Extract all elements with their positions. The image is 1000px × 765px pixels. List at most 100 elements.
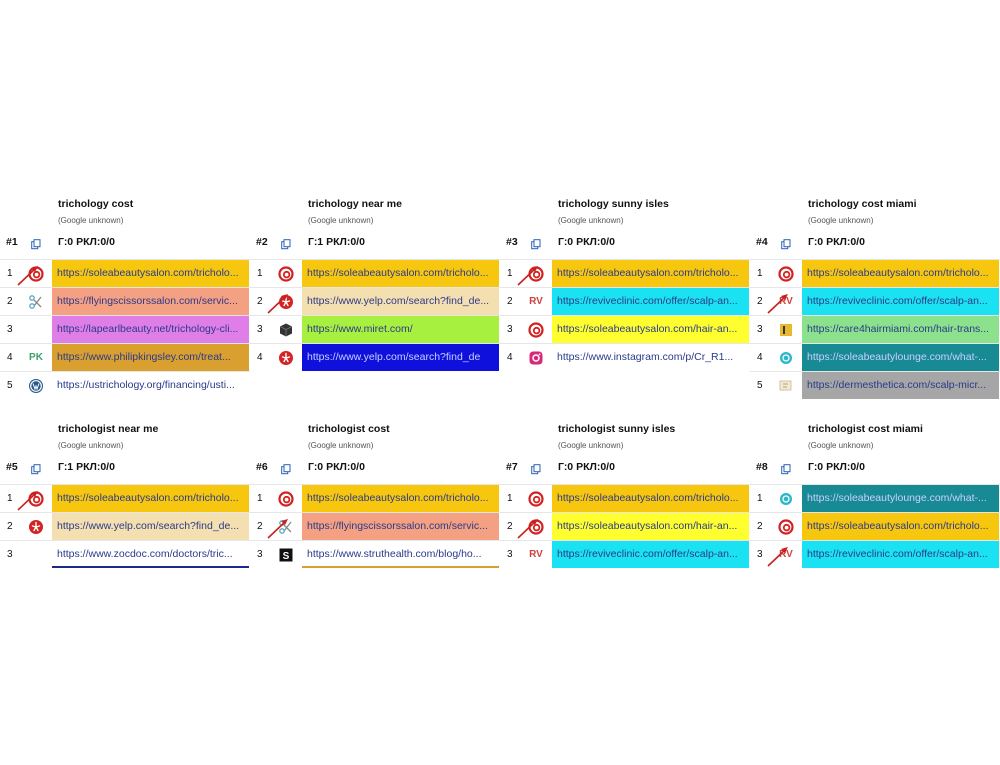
red-swirl-icon (778, 266, 794, 282)
keyword-block: trichologist cost (Google unknown) #6 Г:0 Р… (250, 423, 500, 603)
keyword-title: trichology cost miami (808, 198, 917, 210)
copy-icon[interactable] (281, 462, 291, 475)
block-stats: Г:0 РКЛ:0/0 (58, 236, 115, 248)
result-row: 1 https://soleabeautysalon.com/tricholo..… (750, 259, 1000, 288)
block-stats: Г:0 РКЛ:0/0 (808, 236, 865, 248)
copy-icon[interactable] (531, 237, 541, 250)
result-row: 3 RV https://reviveclinic.com/offer/scalp-… (500, 540, 750, 569)
result-url-link[interactable]: https://www.struthealth.com/blog/ho... (302, 541, 499, 568)
yelp-icon (278, 350, 294, 366)
rank-position: 2 (757, 521, 763, 532)
result-url-link[interactable]: https://soleabeautysalon.com/tricholo... (802, 513, 999, 540)
red-swirl-icon (28, 491, 44, 507)
block-stats: Г:1 РКЛ:0/0 (58, 461, 115, 473)
rank-position: 2 (7, 296, 13, 307)
result-url-link[interactable]: https://reviveclinic.com/offer/scalp-an.… (802, 541, 999, 568)
copy-icon[interactable] (31, 237, 41, 250)
keyword-title: trichologist near me (58, 423, 159, 435)
result-row: 4 https://www.yelp.com/search?find_de (250, 343, 500, 372)
result-row: 4 https://soleabeautylounge.com/what-... (750, 343, 1000, 372)
result-url-link[interactable]: https://ustrichology.org/financing/usti.… (52, 372, 249, 399)
block-number: #6 (256, 461, 268, 473)
rank-position: 4 (507, 352, 513, 363)
rank-position: 5 (757, 380, 763, 391)
result-url-link[interactable]: https://www.instagram.com/p/Cr_R1... (552, 344, 749, 371)
result-url-link[interactable]: https://soleabeautysalon.com/hair-an... (552, 513, 749, 540)
rank-position: 2 (507, 521, 513, 532)
result-url-link[interactable]: https://soleabeautysalon.com/tricholo... (302, 485, 499, 512)
rank-position: 3 (757, 324, 763, 335)
result-url-link[interactable]: https://reviveclinic.com/offer/scalp-an.… (552, 541, 749, 568)
block-header: #4 Г:0 РКЛ:0/0 (750, 236, 1000, 254)
block-header: #6 Г:0 РКЛ:0/0 (250, 461, 500, 479)
result-url-link[interactable]: https://soleabeautysalon.com/tricholo... (302, 260, 499, 287)
result-url-link[interactable]: https://www.philipkingsley.com/treat... (52, 344, 249, 371)
rank-position: 3 (257, 324, 263, 335)
keyword-block: trichology cost miami (Google unknown) #4 Г… (750, 198, 1000, 399)
keyword-block: trichologist sunny isles (Google unknown)… (500, 423, 750, 603)
result-url-link[interactable]: https://soleabeautysalon.com/tricholo... (552, 260, 749, 287)
result-row: 1 https://soleabeautysalon.com/tricholo..… (0, 484, 250, 513)
block-stats: Г:0 РКЛ:0/0 (808, 461, 865, 473)
result-url-link[interactable]: https://www.yelp.com/search?find_de... (302, 288, 499, 315)
result-row: 3 https://lapearlbeauty.net/trichology-cl… (0, 315, 250, 344)
engine-label: (Google unknown) (58, 441, 124, 450)
result-url-link[interactable]: https://www.zocdoc.com/doctors/tric... (52, 541, 249, 568)
copy-icon[interactable] (781, 462, 791, 475)
result-url-link[interactable]: https://soleabeautysalon.com/tricholo... (52, 260, 249, 287)
result-row: 3 RV https://reviveclinic.com/offer/scalp-… (750, 540, 1000, 569)
rank-position: 4 (7, 352, 13, 363)
red-swirl-icon (778, 519, 794, 535)
rank-position: 1 (507, 268, 513, 279)
block-header: #1 Г:0 РКЛ:0/0 (0, 236, 250, 254)
result-url-link[interactable]: https://soleabeautysalon.com/tricholo... (52, 485, 249, 512)
keyword-title: trichology cost (58, 198, 134, 210)
engine-label: (Google unknown) (808, 441, 874, 450)
result-url-link[interactable]: https://www.yelp.com/search?find_de... (52, 513, 249, 540)
result-row: 1 https://soleabeautysalon.com/tricholo..… (500, 259, 750, 288)
result-row: 4 PK https://www.philipkingsley.com/treat.… (0, 343, 250, 372)
result-url-link[interactable]: https://reviveclinic.com/offer/scalp-an.… (802, 288, 999, 315)
copy-icon[interactable] (531, 462, 541, 475)
result-url-link[interactable]: https://flyingscissorssalon.com/servic..… (52, 288, 249, 315)
result-url-link[interactable]: https://reviveclinic.com/offer/scalp-an.… (552, 288, 749, 315)
result-url-link[interactable]: https://www.miret.com/ (302, 316, 499, 343)
copy-icon[interactable] (781, 237, 791, 250)
result-url-link[interactable]: https://care4hairmiami.com/hair-trans... (802, 316, 999, 343)
block-stats: Г:1 РКЛ:0/0 (308, 236, 365, 248)
result-row: 2 RV https://reviveclinic.com/offer/scalp-… (500, 287, 750, 316)
result-row: 2 https://flyingscissorssalon.com/servic.… (250, 512, 500, 541)
result-url-link[interactable]: https://soleabeautysalon.com/tricholo... (802, 260, 999, 287)
block-number: #7 (506, 461, 518, 473)
rv-icon: RV (779, 549, 793, 560)
cube-icon (278, 322, 294, 338)
result-row: 3 https://www.miret.com/ (250, 315, 500, 344)
result-url-link[interactable]: https://www.yelp.com/search?find_de (302, 344, 499, 371)
result-url-link[interactable]: https://soleabeautysalon.com/tricholo... (552, 485, 749, 512)
result-url-link[interactable]: https://soleabeautysalon.com/hair-an... (552, 316, 749, 343)
result-row: 2 https://soleabeautysalon.com/hair-an... (500, 512, 750, 541)
result-url-link[interactable]: https://soleabeautylounge.com/what-... (802, 344, 999, 371)
result-row: 1 https://soleabeautysalon.com/tricholo..… (500, 484, 750, 513)
keyword-title: trichologist cost miami (808, 423, 923, 435)
teal-circle-icon (778, 491, 794, 507)
block-number: #4 (756, 236, 768, 248)
result-url-link[interactable]: https://dermesthetica.com/scalp-micr... (802, 372, 999, 399)
rank-position: 3 (7, 549, 13, 560)
rv-icon: RV (779, 296, 793, 307)
copy-icon[interactable] (281, 237, 291, 250)
red-swirl-icon (278, 266, 294, 282)
result-url-link[interactable]: https://soleabeautylounge.com/what-... (802, 485, 999, 512)
engine-label: (Google unknown) (308, 216, 374, 225)
engine-label: (Google unknown) (58, 216, 124, 225)
result-url-link[interactable]: https://flyingscissorssalon.com/servic..… (302, 513, 499, 540)
copy-icon[interactable] (31, 462, 41, 475)
result-url-link[interactable]: https://lapearlbeauty.net/trichology-cli… (52, 316, 249, 343)
rank-position: 2 (257, 521, 263, 532)
block-number: #3 (506, 236, 518, 248)
rank-position: 5 (7, 380, 13, 391)
engine-label: (Google unknown) (558, 216, 624, 225)
engine-label: (Google unknown) (808, 216, 874, 225)
keyword-block: trichology sunny isles (Google unknown) #3… (500, 198, 750, 378)
